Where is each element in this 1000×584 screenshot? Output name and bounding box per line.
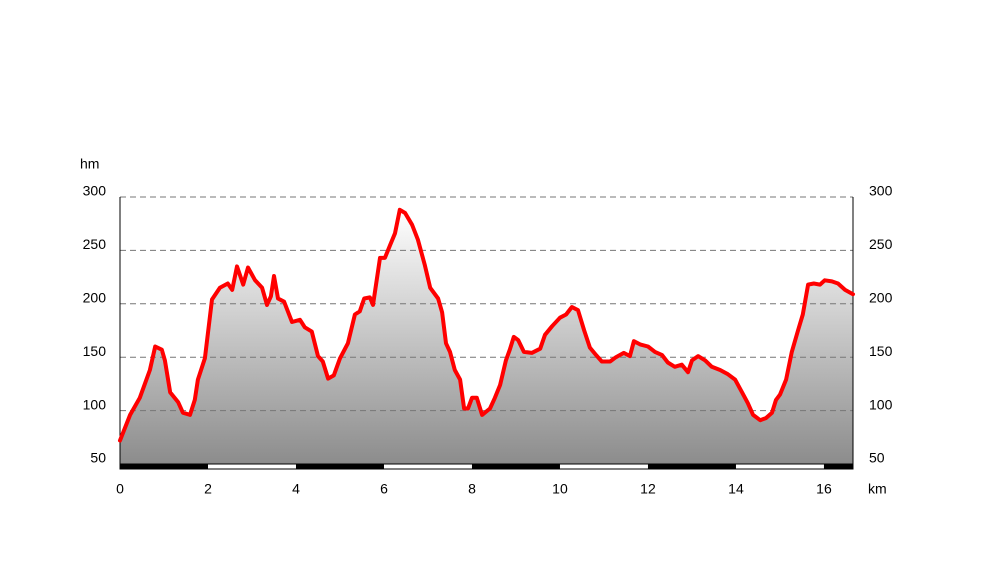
y-tick-label-right: 200	[869, 290, 893, 306]
elevation-area	[120, 209, 853, 464]
y-tick-label: 50	[90, 450, 106, 466]
elevation-line	[118, 207, 855, 443]
distance-bar-segment	[295, 464, 384, 469]
distance-bar-segment	[120, 464, 208, 469]
x-tick-label: 16	[816, 481, 832, 497]
x-tick-label: 8	[468, 481, 476, 497]
x-tick-label: 6	[380, 481, 388, 497]
x-tick-label: 12	[640, 481, 656, 497]
distance-bar-segment	[471, 464, 560, 469]
y-tick-label: 300	[83, 183, 107, 199]
y-tick-label: 250	[83, 236, 107, 252]
distance-bar-segment	[647, 464, 736, 469]
y-tick-label: 150	[83, 343, 107, 359]
y-tick-label: 200	[83, 290, 107, 306]
y-tick-label: 100	[83, 396, 107, 412]
y-tick-label-right: 150	[869, 343, 893, 359]
x-tick-label: 0	[116, 481, 124, 497]
x-tick-label: 2	[204, 481, 212, 497]
x-tick-label: 14	[728, 481, 744, 497]
x-tick-label: 4	[292, 481, 300, 497]
y-tick-label-right: 250	[869, 236, 893, 252]
y-axis-label: hm	[80, 156, 99, 172]
y-tick-label-right: 300	[869, 183, 893, 199]
y-tick-label-right: 100	[869, 396, 893, 412]
x-tick-label: 10	[552, 481, 568, 497]
y-tick-label-right: 50	[869, 450, 885, 466]
x-axis-label: km	[868, 481, 887, 497]
distance-bar-segment	[823, 464, 853, 469]
